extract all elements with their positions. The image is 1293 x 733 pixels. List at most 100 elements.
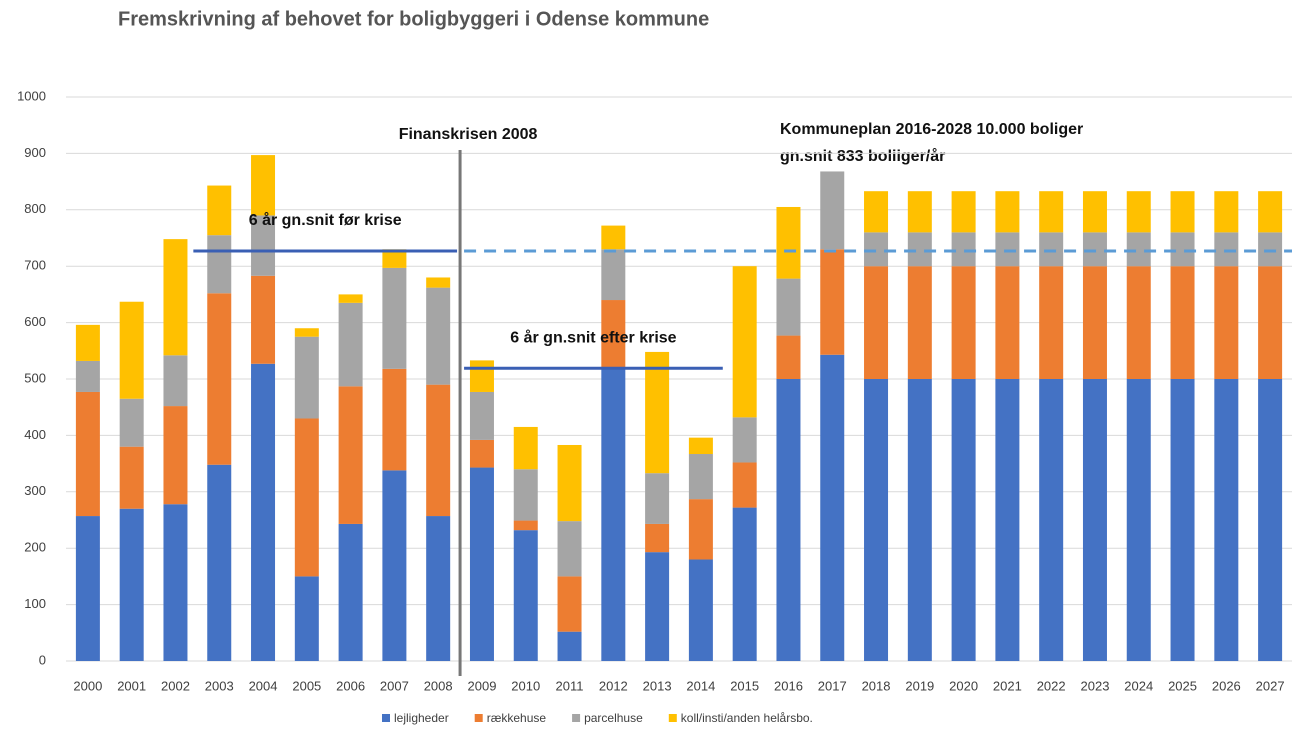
legend-swatch [474,714,483,722]
bar-segment [557,576,582,632]
x-tick-label: 2014 [686,678,715,693]
x-tick-label: 2007 [380,678,409,693]
bar-segment [513,469,538,521]
x-tick-label: 2023 [1081,678,1110,693]
bar-segment [601,225,626,250]
bar-segment [1082,191,1107,233]
bar-segment [732,462,757,508]
x-tick-label: 2004 [249,678,278,693]
bar-segment [382,368,407,471]
bar-segment [119,301,144,399]
bar-segment [251,363,276,661]
bar-segment [513,426,538,470]
x-tick-label: 2009 [468,678,497,693]
bar-segment [1170,266,1195,379]
bar-segment [864,266,889,379]
bar-segment [732,266,757,418]
bar-segment [951,191,976,233]
bar-segment [251,155,276,216]
bar-segment [776,206,801,279]
x-tick-label: 2027 [1256,678,1285,693]
bar-segment [645,523,670,553]
bar-segment [1126,191,1151,233]
y-tick-label: 1000 [17,88,46,103]
bar-segment [907,266,932,379]
bar-segment [1170,379,1195,661]
bar-segment [688,559,713,661]
bar-segment [119,508,144,661]
bar-segment [1039,232,1064,267]
bar-segment [75,324,100,361]
bar-segment [1039,379,1064,661]
bar-segment [688,454,713,500]
bar-segment [207,235,232,294]
x-tick-label: 2008 [424,678,453,693]
bar-segment [207,293,232,465]
y-tick-label: 500 [24,370,46,385]
bar-segment [1126,266,1151,379]
bar-segment [119,398,144,447]
bar-segment [251,275,276,364]
x-tick-label: 2012 [599,678,628,693]
bar-segment [119,446,144,509]
bar-segment [1082,266,1107,379]
bar-segment [995,191,1020,233]
bar-segment [951,379,976,661]
y-tick-label: 900 [24,145,46,160]
bar-segment [951,266,976,379]
x-tick-label: 2020 [949,678,978,693]
legend-swatch [382,714,390,722]
bar-segment [469,439,494,468]
bar-segment [426,384,451,517]
x-tick-label: 2002 [161,678,190,693]
x-tick-label: 2005 [292,678,321,693]
bar-segment [163,355,188,407]
bar-segment [1258,379,1283,661]
bar-segment [864,191,889,233]
bar-segment [1082,232,1107,267]
bar-segment [426,287,451,385]
bar-segment [1258,232,1283,267]
x-tick-label: 2019 [905,678,934,693]
bar-segment [645,473,670,524]
bar-segment [294,418,319,577]
bar-segment [1258,266,1283,379]
y-tick-label: 800 [24,201,46,216]
bar-segment [601,300,626,368]
bar-segment [469,467,494,661]
bar-segment [382,249,407,268]
bar-segment [776,278,801,336]
legend-label: parcelhuse [584,711,643,725]
chart-title: Fremskrivning af behovet for boligbygger… [118,8,709,30]
x-tick-label: 2026 [1212,678,1241,693]
bar-segment [995,379,1020,661]
legend-label: rækkehuse [487,711,547,725]
bar-segment [75,360,100,392]
bar-segment [688,437,713,455]
bar-segment [1214,191,1239,233]
bar-segment [864,379,889,661]
bar-segment [294,328,319,337]
bar-segment [1170,232,1195,267]
bar-segment [1214,266,1239,379]
bar-segment [557,521,582,577]
bar-segment [1039,191,1064,233]
bar-segment [1126,232,1151,267]
bar-segment [426,516,451,661]
bar-segment [776,335,801,379]
bar-segment [294,576,319,661]
x-tick-label: 2025 [1168,678,1197,693]
x-tick-label: 2011 [556,678,584,693]
legend-swatch [668,714,677,722]
bar-segment [251,215,276,276]
x-tick-label: 2000 [73,678,102,693]
x-tick-label: 2016 [774,678,803,693]
bar-segment [75,391,100,517]
bar-segment [338,386,363,524]
bar-segment [645,552,670,661]
bar-segment [864,232,889,267]
annotation: Kommuneplan 2016-2028 10.000 boliger [780,121,1083,138]
legend-swatch [572,714,581,722]
bar-segment [1039,266,1064,379]
x-tick-label: 2022 [1037,678,1066,693]
